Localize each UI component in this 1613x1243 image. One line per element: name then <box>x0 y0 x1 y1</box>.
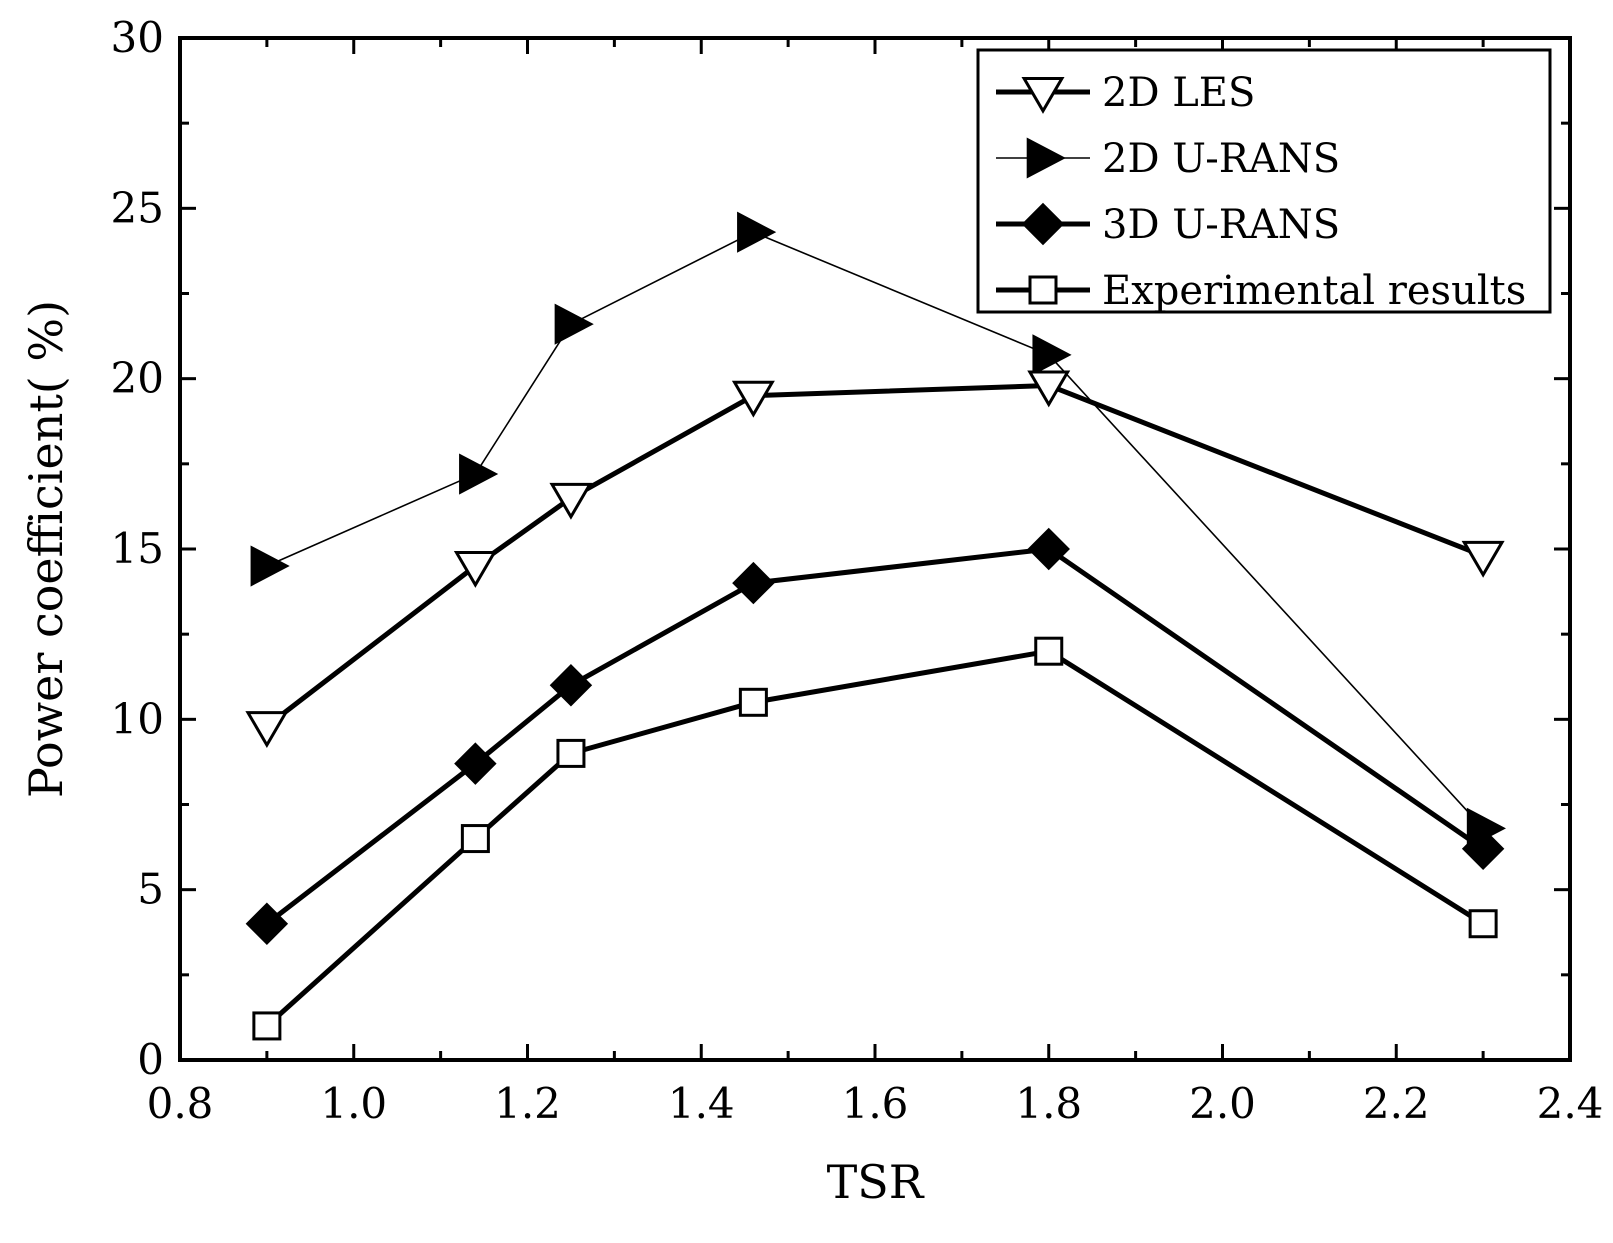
legend-item: 2D LES <box>996 70 1255 116</box>
x-tick-label: 1.2 <box>494 1079 561 1128</box>
y-tick-label: 5 <box>137 865 164 914</box>
data-point <box>549 482 593 520</box>
legend-label: 2D U-RANS <box>1102 136 1340 182</box>
series-2d-u-rans <box>250 211 1506 849</box>
axis-ticks <box>178 36 1572 1062</box>
series-line <box>266 231 1484 829</box>
series-line <box>265 648 1485 1028</box>
legend-swatch-marker <box>1028 275 1058 305</box>
x-tick-label: 2.0 <box>1189 1079 1256 1128</box>
data-point <box>245 711 289 749</box>
data-point <box>454 742 497 785</box>
series-line <box>265 382 1485 729</box>
data-point <box>459 453 499 495</box>
data-point <box>556 738 586 768</box>
data-point <box>738 687 768 717</box>
series-layer <box>245 211 1506 1041</box>
legend: 2D LES 2D U-RANS 3D U-RANS Experimental res… <box>976 48 1552 314</box>
series-experimental-results <box>252 636 1498 1041</box>
data-point <box>1461 540 1505 578</box>
legend-swatch-marker <box>1026 137 1066 179</box>
data-point <box>731 380 775 418</box>
data-point <box>453 551 497 588</box>
y-tick-label: 20 <box>111 354 164 403</box>
y-tick-label: 25 <box>111 183 164 232</box>
legend-item: 2D U-RANS <box>996 136 1340 182</box>
x-tick-label: 1.8 <box>1015 1079 1082 1128</box>
data-point <box>549 664 593 707</box>
y-tick-label: 15 <box>111 524 164 573</box>
x-tick-label: 1.4 <box>668 1079 735 1128</box>
x-tick-label: 2.2 <box>1363 1079 1430 1128</box>
y-tick-label: 0 <box>137 1035 164 1084</box>
data-point <box>554 303 594 345</box>
x-tick-label: 0.8 <box>147 1079 214 1128</box>
data-point <box>245 902 289 945</box>
data-point <box>250 545 290 587</box>
y-tick-label: 30 <box>111 13 164 62</box>
legend-label: 2D LES <box>1102 70 1255 116</box>
legend-item: Experimental results <box>996 268 1526 314</box>
legend-label: 3D U-RANS <box>1102 202 1340 248</box>
series-line <box>265 546 1485 926</box>
series-3d-u-rans <box>245 527 1505 945</box>
data-point <box>1027 370 1071 408</box>
data-point <box>737 211 777 253</box>
series-2d-les <box>245 370 1505 749</box>
x-tick-label: 1.6 <box>842 1079 909 1128</box>
legend-swatch-marker <box>1021 202 1065 246</box>
data-point <box>1034 636 1064 666</box>
data-point <box>1461 827 1505 871</box>
data-point <box>1468 909 1498 939</box>
x-axis-title: TSR <box>827 1155 925 1209</box>
data-point <box>1032 334 1072 376</box>
data-point <box>732 561 775 605</box>
legend-swatch-marker <box>1021 77 1065 114</box>
y-axis-title: Power coefficient( %) <box>19 300 73 798</box>
data-point <box>252 1011 282 1041</box>
data-point <box>460 824 490 854</box>
x-tick-label: 2.4 <box>1537 1079 1604 1128</box>
legend-label: Experimental results <box>1102 268 1526 314</box>
x-tick-label: 1.0 <box>320 1079 387 1128</box>
legend-item: 3D U-RANS <box>996 202 1340 248</box>
data-point <box>1027 527 1070 571</box>
y-tick-label: 10 <box>111 694 164 743</box>
tick-labels: 0.8 1.0 1.2 1.4 1.6 1.8 2.0 2.2 2.4 0 5 10 15 20 25 30 <box>111 13 1604 1128</box>
